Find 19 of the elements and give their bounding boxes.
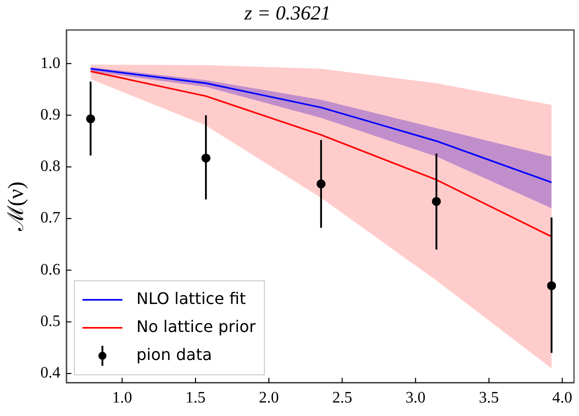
y-tick-label: 0.6 bbox=[40, 261, 60, 278]
legend-label: NLO lattice fit bbox=[136, 288, 246, 308]
y-tick-label: 0.8 bbox=[40, 158, 60, 176]
y-tick-label: 0.5 bbox=[40, 313, 60, 330]
y-axis-title: ℳ(ν) bbox=[2, 182, 28, 232]
x-tick-label: 4.0 bbox=[552, 390, 572, 407]
y-tick-label: 0.7 bbox=[40, 210, 60, 227]
chart-title: z = 0.3621 bbox=[243, 2, 331, 24]
x-tick-label: 2.0 bbox=[258, 390, 279, 407]
y-tick-label: 0.4 bbox=[40, 364, 60, 382]
x-tick-label: 2.5 bbox=[332, 390, 352, 407]
x-tick-label: 1.0 bbox=[112, 390, 132, 407]
x-tick-label: 3.5 bbox=[478, 390, 499, 407]
legend-label: pion data bbox=[136, 344, 212, 364]
y-tick-label: 0.9 bbox=[40, 106, 60, 124]
y-tick-label: 1.0 bbox=[40, 54, 60, 72]
x-tick-label: 1.5 bbox=[186, 390, 206, 407]
legend-label: No lattice prior bbox=[136, 316, 256, 336]
x-tick-label: 3.0 bbox=[406, 390, 426, 407]
